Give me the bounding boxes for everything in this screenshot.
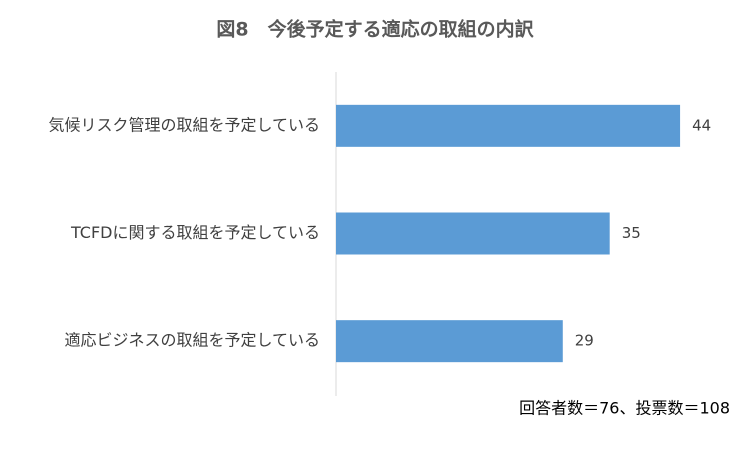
bar [336, 104, 681, 147]
value-label: 35 [622, 224, 641, 242]
category-label: TCFDに関する取組を予定している [70, 223, 320, 242]
value-label: 29 [575, 332, 594, 350]
bar [336, 212, 610, 255]
category-label: 気候リスク管理の取組を予定している [48, 115, 320, 134]
chart-title: 図8 今後予定する適応の取組の内訳 [216, 18, 534, 41]
category-label: 適応ビジネスの取組を予定している [64, 331, 320, 350]
note: 回答者数＝76、投票数＝108 [519, 399, 730, 418]
bar [336, 320, 563, 363]
value-label: 44 [692, 116, 711, 134]
